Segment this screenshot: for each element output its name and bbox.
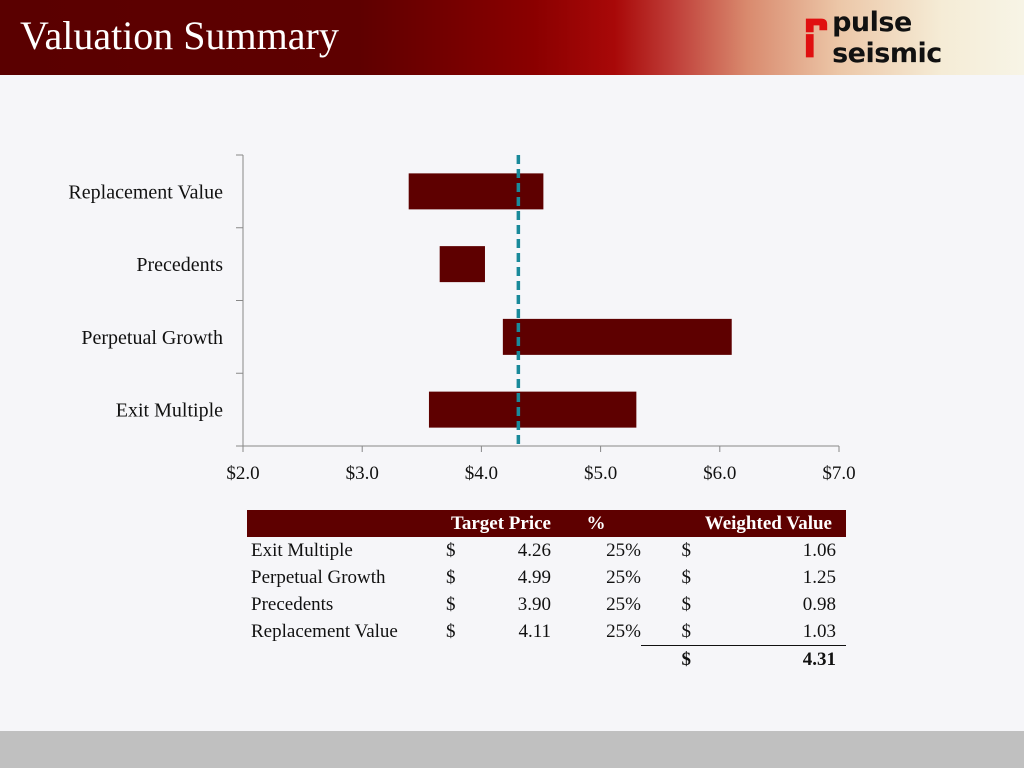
weighted-value: 1.03 bbox=[802, 620, 836, 642]
category-label: Exit Multiple bbox=[116, 400, 223, 422]
table-row: Perpetual Growth $ 4.99 25% $ 1.25 bbox=[247, 564, 846, 591]
dollar-sign: $ bbox=[446, 539, 456, 561]
range-bar bbox=[408, 173, 544, 210]
x-tick-label: $3.0 bbox=[346, 463, 379, 484]
footer-bar bbox=[0, 731, 1024, 768]
table-header-row: Target Price % Weighted Value bbox=[247, 510, 846, 537]
header-banner: Valuation Summary pulse seismic bbox=[0, 0, 1024, 75]
target-price: 3.90 bbox=[517, 593, 551, 615]
header-blank bbox=[247, 510, 446, 537]
weighted-value: 1.25 bbox=[802, 566, 836, 588]
valuation-chart: Replacement Value Precedents Perpetual Gro… bbox=[68, 154, 856, 484]
category-label: Perpetual Growth bbox=[81, 327, 223, 349]
company-logo: pulse seismic bbox=[802, 7, 1024, 69]
header-target-price: Target Price bbox=[446, 510, 551, 537]
weight-percent: 25% bbox=[606, 566, 641, 588]
total-blank bbox=[247, 646, 446, 674]
header-weighted-value: Weighted Value bbox=[641, 510, 846, 537]
logo-text: pulse seismic bbox=[832, 7, 942, 69]
target-price: 4.26 bbox=[517, 539, 551, 561]
table-row: Replacement Value $ 4.11 25% $ 1.03 bbox=[247, 618, 846, 646]
row-label: Perpetual Growth bbox=[251, 566, 386, 588]
x-tick-label: $6.0 bbox=[703, 463, 736, 484]
x-tick-labels: $2.0 $3.0 $4.0 $5.0 $6.0 $7.0 bbox=[226, 463, 855, 484]
range-bar bbox=[439, 246, 485, 283]
total-blank bbox=[446, 646, 476, 674]
x-tick-label: $7.0 bbox=[822, 463, 855, 484]
table-row: Precedents $ 3.90 25% $ 0.98 bbox=[247, 591, 846, 618]
page-title: Valuation Summary bbox=[20, 13, 339, 58]
chart-axes bbox=[236, 154, 840, 452]
total-blank bbox=[551, 646, 641, 674]
target-price: 4.11 bbox=[518, 620, 551, 642]
total-blank bbox=[476, 646, 551, 674]
total-weighted-value: 4.31 bbox=[691, 645, 846, 673]
dollar-sign: $ bbox=[446, 593, 456, 615]
row-label: Replacement Value bbox=[251, 620, 398, 642]
x-tick-label: $2.0 bbox=[226, 463, 259, 484]
weighted-value: 0.98 bbox=[802, 593, 836, 615]
x-tick-label: $4.0 bbox=[465, 463, 498, 484]
category-label: Precedents bbox=[136, 254, 223, 276]
dollar-sign: $ bbox=[681, 620, 692, 642]
total-dollar-sign: $ bbox=[641, 645, 691, 673]
dollar-sign: $ bbox=[446, 566, 456, 588]
weighted-value: 1.06 bbox=[802, 539, 836, 561]
target-price: 4.99 bbox=[517, 566, 551, 588]
range-bar bbox=[428, 391, 637, 428]
total-row: $ 4.31 bbox=[247, 645, 846, 674]
chart-bars bbox=[408, 173, 732, 428]
row-label: Precedents bbox=[251, 593, 334, 615]
pulse-logo-icon bbox=[805, 18, 828, 58]
valuation-table: Target Price % Weighted Value Exit Multi… bbox=[247, 510, 846, 673]
weight-percent: 25% bbox=[606, 593, 641, 615]
table-row: Exit Multiple $ 4.26 25% $ 1.06 bbox=[247, 537, 846, 564]
x-tick-label: $5.0 bbox=[584, 463, 617, 484]
dollar-sign: $ bbox=[681, 593, 692, 615]
dollar-sign: $ bbox=[681, 539, 692, 561]
header-percent: % bbox=[551, 510, 641, 537]
category-label: Replacement Value bbox=[68, 181, 223, 203]
row-label: Exit Multiple bbox=[251, 539, 353, 561]
weight-percent: 25% bbox=[606, 620, 641, 642]
dollar-sign: $ bbox=[446, 620, 456, 642]
category-labels: Replacement Value Precedents Perpetual Gro… bbox=[68, 181, 223, 421]
weight-percent: 25% bbox=[606, 539, 641, 561]
range-bar bbox=[502, 318, 732, 355]
dollar-sign: $ bbox=[681, 566, 692, 588]
